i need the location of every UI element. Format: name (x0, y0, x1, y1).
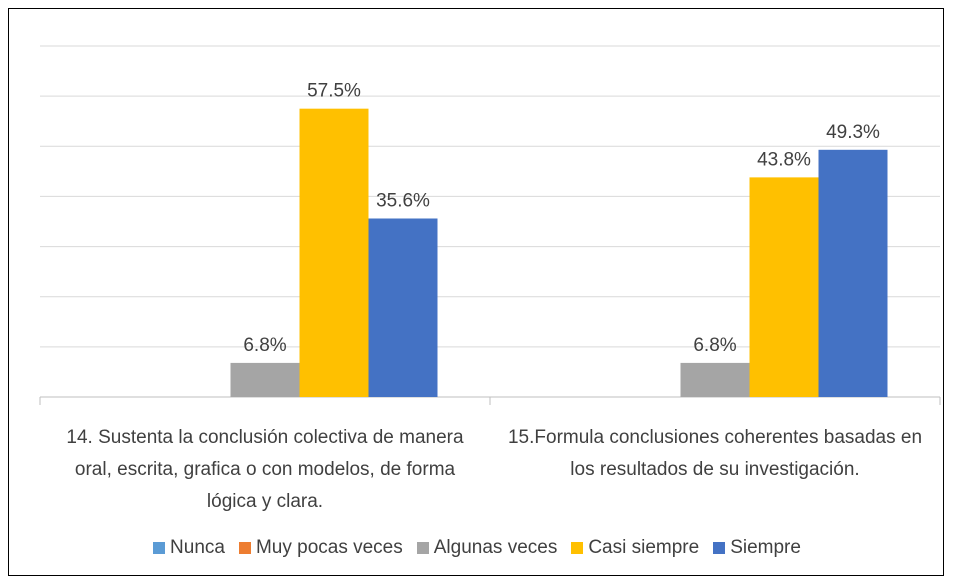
data-label: 43.8% (757, 149, 811, 170)
bar (749, 177, 819, 397)
legend-item: Algunas veces (416, 537, 558, 559)
legend-swatch (153, 542, 166, 554)
data-label: 6.8% (693, 335, 736, 356)
legend-item: Casi siempre (571, 537, 699, 559)
x-tick-label: 15.Formula conclusiones coherentes basad… (507, 427, 923, 480)
legend-label: Siempre (730, 537, 801, 558)
legend-item: Siempre (713, 537, 801, 559)
data-label: 35.6% (376, 190, 430, 211)
bar (680, 362, 750, 397)
data-label: 49.3% (826, 122, 880, 143)
legend-label: Nunca (170, 537, 225, 558)
x-tick-label: 14. Sustenta la conclusión colectiva de … (66, 427, 464, 512)
bar (230, 362, 300, 397)
legend-label: Casi siempre (588, 537, 700, 558)
chart-frame (8, 8, 944, 576)
data-label: 57.5% (307, 81, 361, 102)
legend-label: Muy pocas veces (255, 537, 403, 558)
legend-item: Muy pocas veces (238, 537, 403, 559)
legend-swatch (238, 542, 251, 554)
bar (368, 218, 438, 397)
bar (299, 108, 369, 397)
legend-label: Algunas veces (433, 537, 558, 558)
legend-swatch (416, 542, 429, 554)
bar (818, 149, 888, 397)
legend-item: Nunca (153, 537, 225, 559)
data-label: 6.8% (243, 335, 286, 356)
legend: Nunca Muy pocas veces Algunas veces Casi si… (0, 537, 954, 559)
legend-swatch (713, 542, 726, 554)
legend-swatch (571, 542, 584, 554)
